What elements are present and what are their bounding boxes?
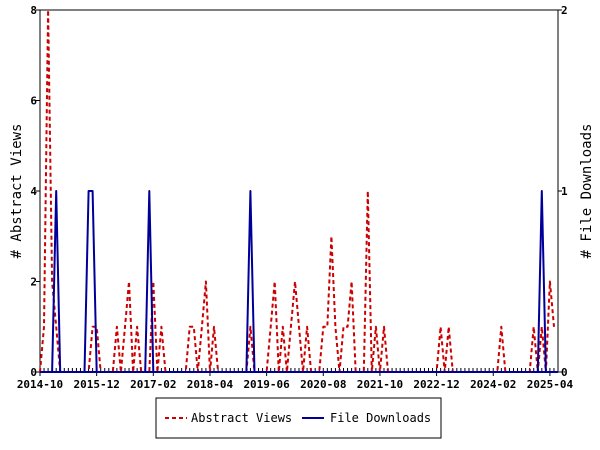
- x-tick-label: 2018-04: [187, 378, 234, 391]
- series-line-abstract-views: [39, 9, 555, 373]
- y-right-tick-label: 1: [561, 185, 568, 198]
- x-tick-label: 2019-06: [243, 378, 290, 391]
- right-y-axis: 0 1 2: [558, 4, 568, 379]
- y-right-axis-label: # File Downloads: [579, 124, 595, 259]
- y-right-tick-label: 2: [561, 4, 568, 17]
- y-right-tick-label: 0: [561, 366, 568, 379]
- legend-box: [155, 397, 442, 439]
- x-tick-label: 2025-04: [527, 378, 574, 391]
- left-y-axis: 0 2 4 6 8: [30, 4, 40, 379]
- legend-label-file-downloads: File Downloads: [330, 411, 431, 425]
- y-left-tick-label: 4: [30, 185, 37, 198]
- y-left-tick-label: 8: [30, 4, 37, 17]
- x-tick-label: 2017-02: [130, 378, 176, 391]
- x-tick-label: 2014-10: [17, 378, 63, 391]
- y-left-tick-label: 0: [30, 366, 37, 379]
- x-tick-label: 2015-12: [73, 378, 119, 391]
- y-left-tick-label: 2: [30, 276, 37, 289]
- series-layer: [39, 9, 558, 373]
- x-tick-label: 2020-08: [300, 378, 346, 391]
- y-left-tick-label: 6: [30, 95, 37, 108]
- legend-label-abstract-views: Abstract Views: [191, 411, 292, 425]
- y-left-axis-label: # Abstract Views: [9, 124, 25, 259]
- x-tick-label: 2021-10: [357, 378, 403, 391]
- legend: Abstract Views File Downloads: [155, 397, 442, 439]
- x-tick-label: 2024-02: [470, 378, 516, 391]
- plot-area: [39, 9, 559, 373]
- x-tick-label: 2022-12: [413, 378, 459, 391]
- series-line-file-downloads: [51, 190, 547, 373]
